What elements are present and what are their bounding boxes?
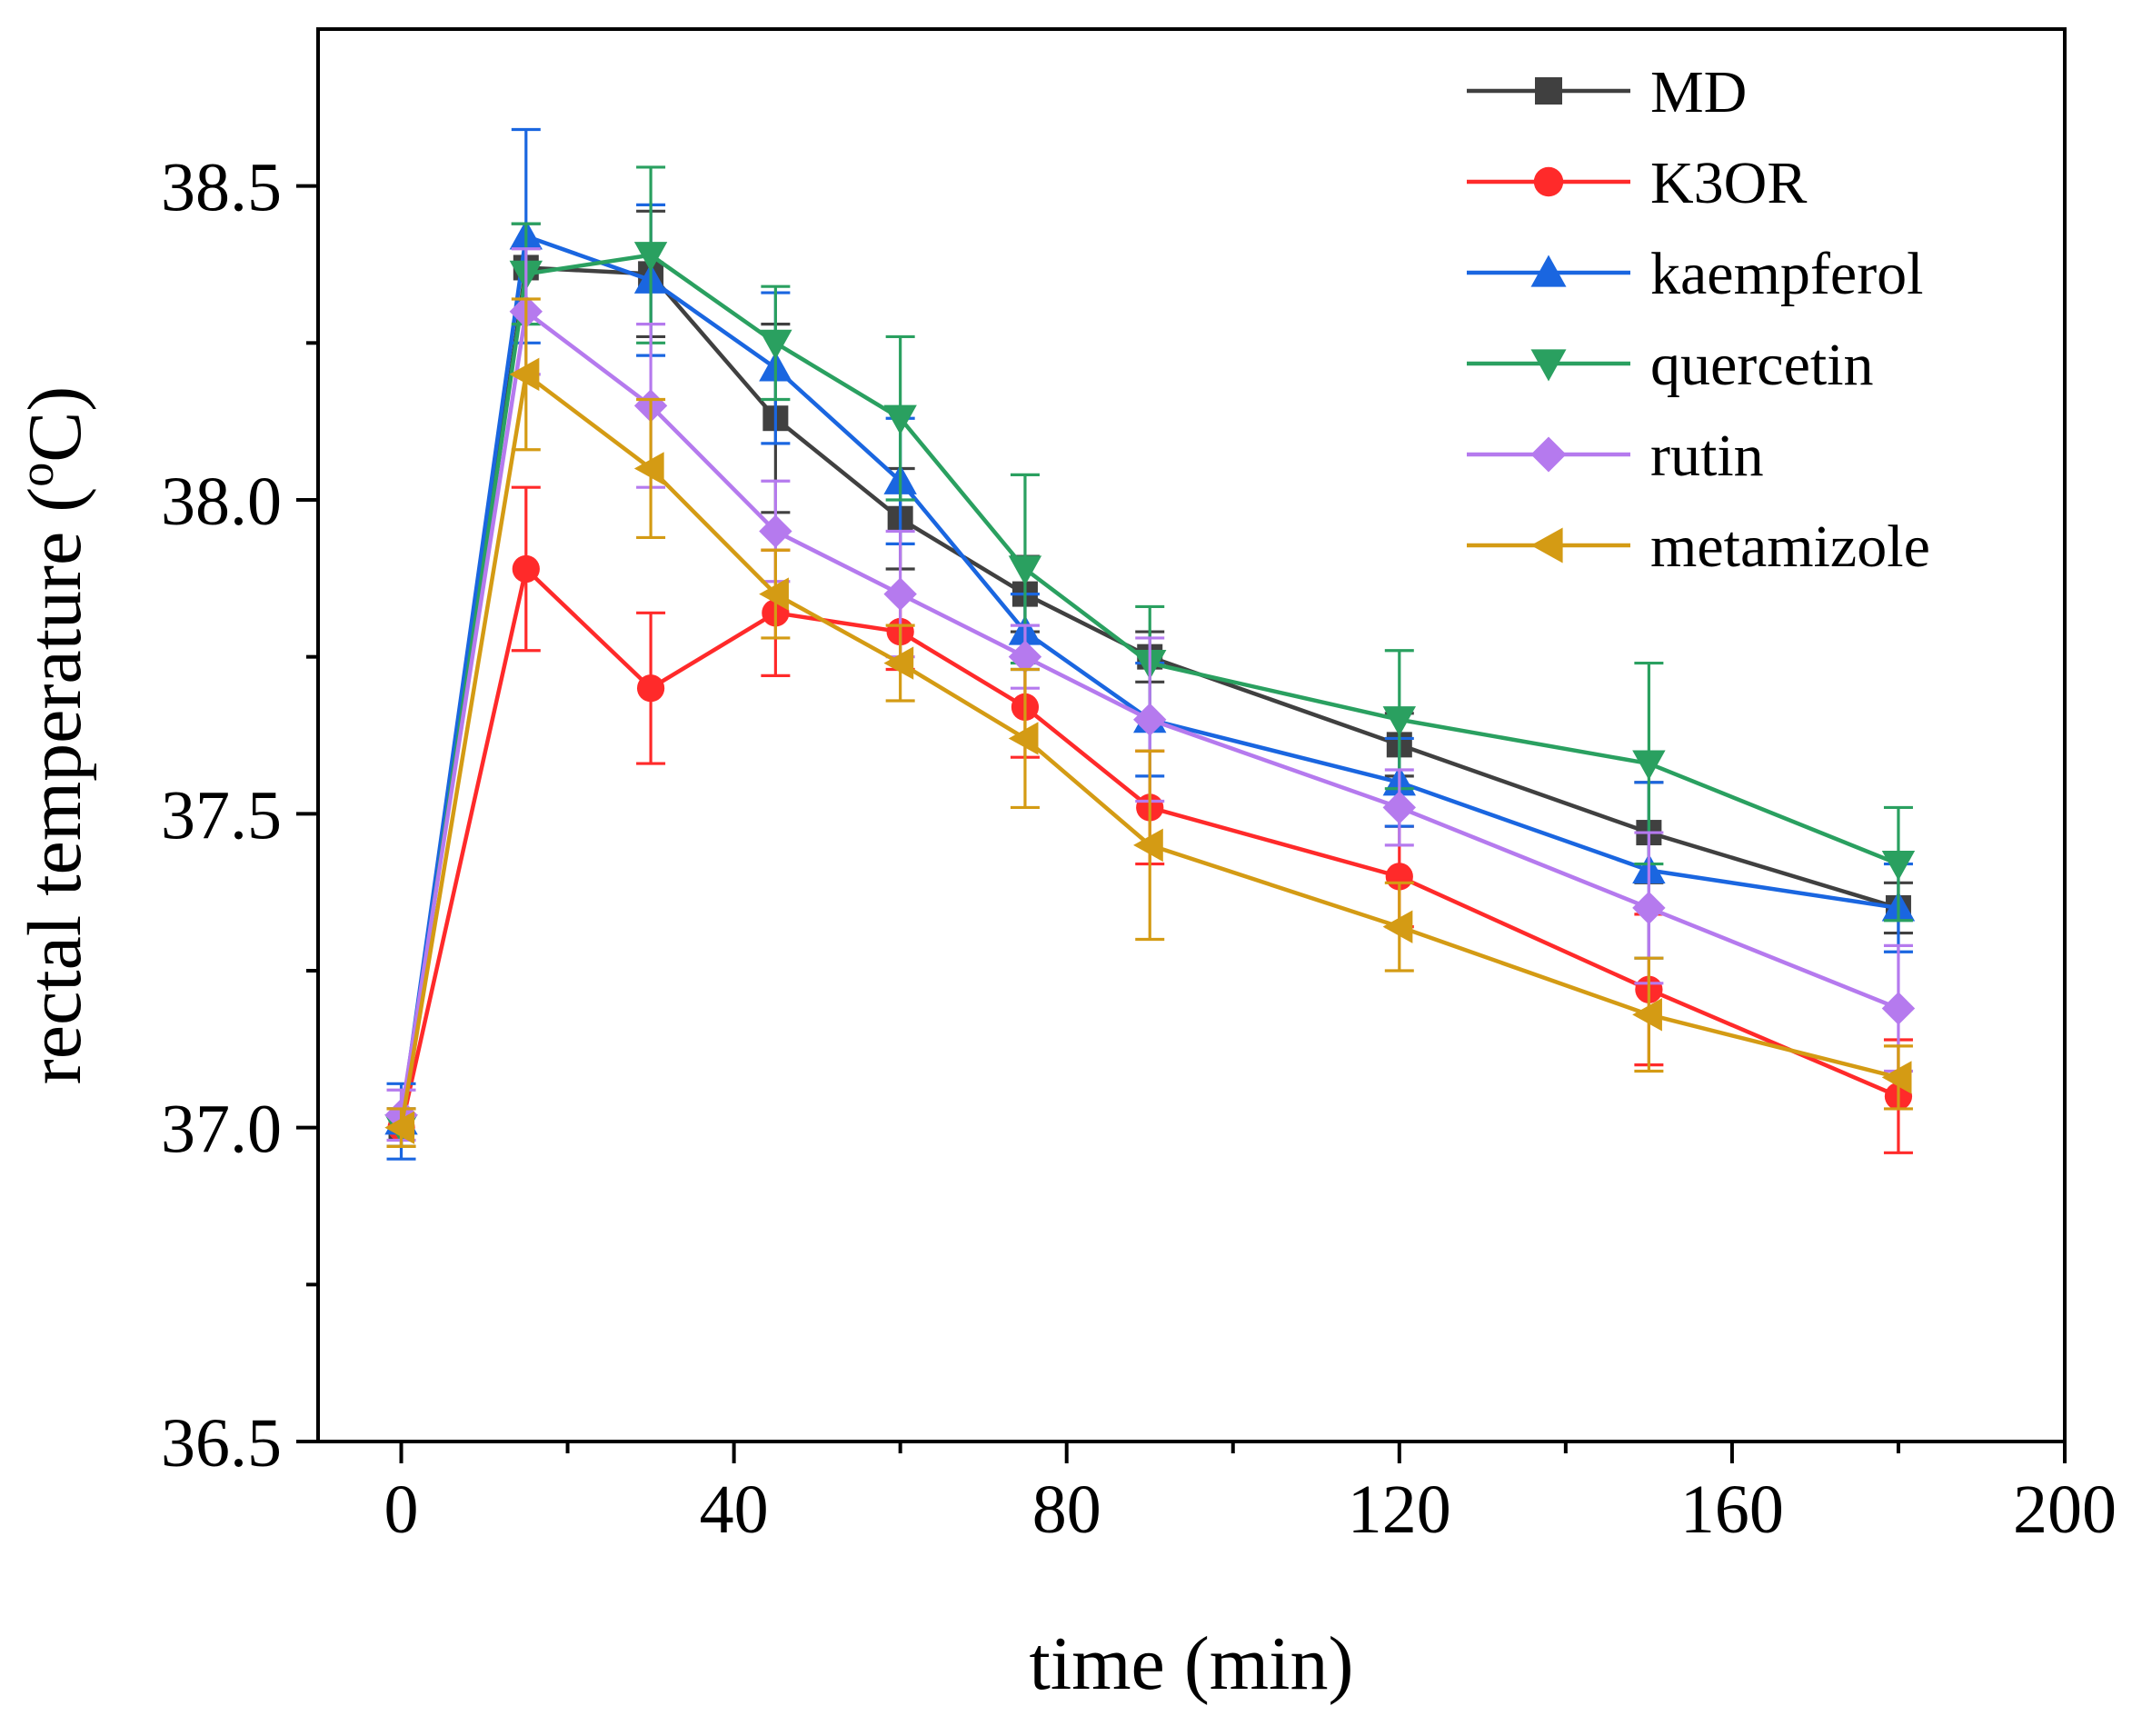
series-quercetin [384, 165, 1916, 1148]
data-point-quercetin [1008, 555, 1042, 586]
series-line-k3or [399, 566, 1899, 1129]
series-line-quercetin [399, 253, 1899, 1128]
y-axis-title-end: C) [13, 386, 97, 463]
legend-label-md: MD [1650, 59, 1747, 125]
legend-item-metamizole: metamizole [1467, 514, 1930, 580]
legend-marker-metamizole [1530, 527, 1563, 564]
data-point-metamizole [1881, 1061, 1912, 1094]
x-tick-label: 0 [384, 1472, 419, 1548]
legend-item-kaempferol: kaempferol [1467, 241, 1924, 307]
data-point-quercetin [1881, 851, 1916, 881]
x-tick-label: 40 [700, 1472, 769, 1548]
y-tick-label: 38.5 [161, 150, 282, 226]
legend-marker-rutin [1530, 436, 1567, 473]
data-point-rutin [1008, 640, 1042, 673]
data-point-k3or [512, 554, 540, 584]
x-tick-label: 160 [1680, 1472, 1784, 1548]
y-axis-title-degree: o [9, 463, 64, 487]
x-tick-label: 120 [1348, 1472, 1451, 1548]
series-metamizole [384, 297, 1913, 1148]
data-point-rutin [1881, 992, 1916, 1025]
legend-marker-quercetin [1530, 349, 1567, 382]
data-point-quercetin [633, 242, 668, 272]
y-axis-title: rectal temperature (oC) [9, 386, 97, 1085]
legend-item-k3or: K3OR [1467, 150, 1807, 216]
y-tick-label: 36.5 [161, 1405, 282, 1482]
series-line-metamizole [399, 372, 1899, 1129]
legend-marker-k3or [1533, 166, 1564, 197]
data-point-quercetin [1382, 706, 1417, 736]
legend-label-quercetin: quercetin [1650, 332, 1874, 398]
legend-label-k3or: K3OR [1650, 150, 1807, 216]
legend-label-rutin: rutin [1650, 423, 1764, 489]
legend-item-md: MD [1467, 59, 1747, 125]
y-axis-title-start: rectal temperature ( [13, 487, 97, 1085]
data-point-metamizole [509, 357, 540, 392]
data-point-quercetin [1632, 750, 1666, 781]
data-point-quercetin [759, 329, 792, 360]
y-tick-label: 38.0 [161, 464, 282, 540]
legend-marker-kaempferol [1530, 254, 1567, 287]
series-line-rutin [399, 309, 1899, 1116]
data-point-metamizole [1632, 998, 1662, 1032]
legend-label-metamizole: metamizole [1650, 514, 1930, 580]
data-point-metamizole [883, 646, 914, 680]
data-point-metamizole [1133, 828, 1163, 863]
data-point-metamizole [1008, 722, 1039, 755]
legend-marker-md [1535, 77, 1562, 105]
legend-label-kaempferol: kaempferol [1650, 241, 1924, 307]
data-point-rutin [1632, 891, 1666, 925]
y-tick-label: 37.0 [161, 1092, 282, 1168]
data-point-rutin [759, 514, 792, 548]
data-point-metamizole [633, 452, 664, 485]
legend: MD K3OR kaempferol quercetin rutin metamizole [1467, 59, 1930, 580]
x-tick-label: 80 [1032, 1472, 1101, 1548]
data-point-rutin [1382, 791, 1417, 824]
data-point-rutin [1133, 703, 1167, 736]
data-point-metamizole [1382, 910, 1413, 943]
data-point-k3or [636, 674, 665, 703]
x-axis-title: time (min) [1030, 1621, 1354, 1706]
y-tick-label: 37.5 [161, 777, 282, 853]
data-point-quercetin [883, 404, 917, 435]
legend-item-quercetin: quercetin [1467, 332, 1874, 398]
axes: 0 40 80 120 160 200 36.5 37.0 37.5 38.0 38.5 [161, 27, 2117, 1548]
data-point-metamizole [759, 577, 789, 611]
plot-area [384, 127, 1916, 1161]
plot-frame [316, 27, 2067, 1443]
data-point-rutin [883, 577, 917, 611]
series-line-kaempferol [399, 234, 1899, 1122]
data-point-metamizole [384, 1111, 415, 1144]
legend-item-rutin: rutin [1467, 423, 1764, 489]
x-tick-label: 200 [2013, 1472, 2117, 1548]
